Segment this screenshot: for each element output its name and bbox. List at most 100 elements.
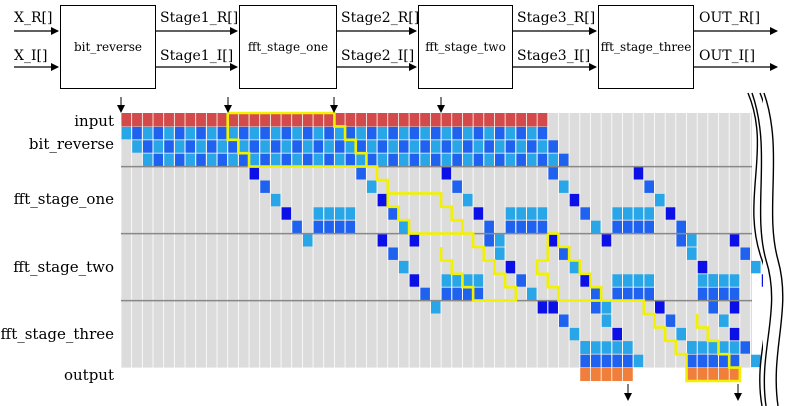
schedule-cell (548, 140, 558, 153)
highlight-outline (226, 111, 368, 168)
schedule-cell (580, 274, 590, 287)
block-label: bit_reverse (73, 40, 143, 54)
schedule-cell (356, 140, 366, 153)
schedule-cell (719, 274, 729, 287)
schedule-cell (366, 126, 377, 140)
schedule-cell (612, 220, 622, 234)
schedule-cell (196, 140, 206, 153)
schedule-cell (228, 140, 238, 153)
schedule-cell (729, 341, 740, 354)
schedule-cell (142, 140, 153, 153)
schedule-cell (494, 140, 505, 153)
schedule-cell (505, 260, 516, 274)
schedule-cell (313, 140, 324, 153)
schedule-cell (516, 153, 526, 167)
schedule-cell (484, 220, 494, 234)
schedule-cell (452, 153, 462, 167)
schedule-cell (121, 126, 132, 140)
stage2-imag-label: Stage2_I[] (341, 48, 415, 64)
schedule-cell (441, 274, 452, 287)
schedule-cell (580, 341, 590, 354)
schedule-cell (398, 260, 409, 274)
block-label: fft_stage_two (425, 40, 506, 54)
schedule-cell (345, 126, 356, 140)
schedule-cell (174, 140, 185, 153)
block-bit-reverse: bit_reverse (60, 5, 156, 89)
schedule-cell (356, 126, 366, 140)
schedule-cell (590, 341, 601, 354)
schedule-cell (228, 126, 238, 140)
schedule-cell (164, 140, 174, 153)
stage3-real-label: Stage3_R[] (517, 10, 596, 26)
schedule-cell (164, 153, 174, 167)
schedule-cell (751, 354, 761, 368)
schedule-cell (334, 220, 345, 234)
schedule-cell (484, 153, 494, 167)
schedule-cell (708, 341, 719, 354)
schedule-cell (697, 274, 708, 287)
schedule-cell (356, 153, 366, 167)
schedule-cell (324, 126, 334, 140)
schedule-cell (366, 153, 377, 167)
schedule-cell (388, 153, 398, 167)
schedule-cell (537, 126, 548, 140)
schedule-cell (388, 207, 398, 220)
schedule-cell (324, 220, 334, 234)
schedule-cell (622, 220, 633, 234)
schedule-cell (249, 153, 260, 167)
schedule-cell (462, 126, 473, 140)
schedule-cell (537, 153, 548, 167)
schedule-cell (548, 167, 558, 180)
schedule-cell (174, 126, 185, 140)
schedule-cell (132, 126, 142, 140)
schedule-cell (569, 327, 580, 341)
schedule-cell (281, 207, 292, 220)
schedule-cell (729, 274, 740, 287)
schedule-cell (558, 153, 569, 167)
schedule-cell (324, 207, 334, 220)
schedule-cell (644, 180, 654, 193)
schedule-cell (388, 247, 398, 260)
input-real-label: X_R[] (14, 10, 53, 26)
schedule-cell (526, 153, 537, 167)
schedule-cell (558, 247, 569, 260)
schedule-cell (494, 126, 505, 140)
schedule-cell (516, 126, 526, 140)
schedule-cell (292, 220, 302, 234)
schedule-cell (633, 274, 644, 287)
schedule-cell (153, 140, 164, 153)
schedule-cell (676, 220, 687, 234)
schedule-cell (441, 140, 452, 153)
schedule-cell (590, 220, 601, 234)
schedule-cell (217, 140, 228, 153)
schedule-cell (462, 274, 473, 287)
block-fft-stage-one: fft_stage_one (239, 5, 337, 89)
time-markers (117, 97, 742, 401)
schedule-cell (548, 153, 558, 167)
schedule-cell (462, 193, 473, 207)
schedule-cell (644, 207, 654, 220)
schedule-cell (708, 274, 719, 287)
schedule-cell (249, 140, 260, 153)
schedule-cell (377, 193, 388, 207)
schedule-cell (558, 314, 569, 327)
schedule-cell (420, 140, 430, 153)
schedule-cell (153, 153, 164, 167)
schedule-cell (452, 287, 462, 301)
schedule-cell (516, 140, 526, 153)
schedule-cell (612, 354, 622, 368)
schedule-cell (185, 126, 196, 140)
schedule-cell (441, 126, 452, 140)
schedule-cell (153, 126, 164, 140)
schedule-cell (590, 301, 601, 314)
schedule-cell (334, 207, 345, 220)
schedule-cell (729, 327, 740, 341)
schedule-cell (409, 153, 420, 167)
schedule-cell (409, 126, 420, 140)
schedule-cell (132, 140, 142, 153)
schedule-cell (687, 247, 697, 260)
schedule-cell (377, 140, 388, 153)
grid-background (121, 113, 752, 381)
schedule-cell (687, 354, 697, 368)
schedule-cell (260, 153, 270, 167)
